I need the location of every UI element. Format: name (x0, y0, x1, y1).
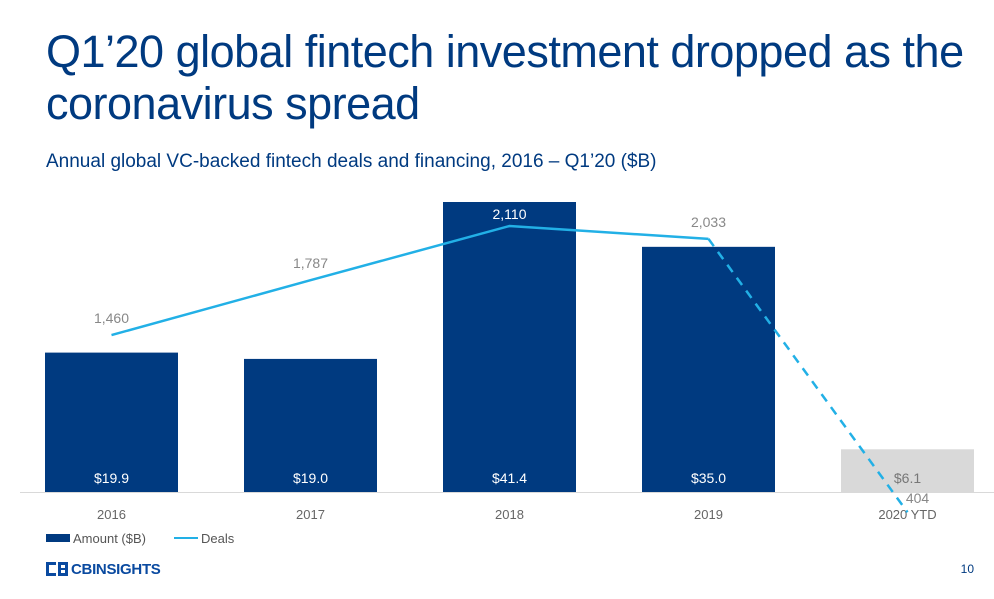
bar-value-label: $41.4 (492, 470, 527, 486)
chart-legend: Amount ($B) Deals (46, 529, 262, 547)
legend-bar-swatch (46, 534, 70, 542)
bar-value-label: $19.0 (293, 470, 328, 486)
deals-line-solid (111, 224, 709, 337)
bar-2016 (45, 352, 178, 492)
page-title: Q1’20 global fintech investment dropped … (46, 26, 964, 129)
cb-insights-logo-icon (46, 562, 68, 576)
legend-item-deals: Deals (173, 530, 235, 546)
bar-2019 (642, 246, 775, 492)
bar-2018 (443, 202, 576, 492)
legend-line-swatch (173, 537, 198, 539)
x-tick-label: 2019 (694, 507, 723, 520)
fintech-investment-chart: $19.9 2016 $19.0 2017 $41.4 2018 $35.0 2019 $6.1… (20, 202, 994, 520)
cb-insights-logo: CBINSIGHTS (46, 560, 161, 578)
legend-label-deals: Deals (200, 530, 235, 546)
x-tick-label: 2018 (495, 507, 524, 520)
bar-value-label: $6.1 (894, 470, 921, 486)
x-tick-label: 2020 YTD (878, 507, 936, 520)
deals-value-label: 1,787 (293, 255, 328, 271)
x-tick-label: 2017 (296, 507, 325, 520)
chart-subtitle: Annual global VC-backed fintech deals an… (46, 151, 657, 172)
x-tick-label: 2016 (97, 507, 126, 520)
logo-text: CBINSIGHTS (71, 560, 161, 578)
bar-value-label: $19.9 (94, 470, 129, 486)
deals-value-label: 404 (906, 490, 930, 506)
bar-2020-ytd (841, 449, 974, 492)
deals-line-projected (707, 238, 909, 513)
legend-label-amount: Amount ($B) (73, 530, 146, 546)
legend-item-amount: Amount ($B) (46, 531, 146, 546)
bar-2017 (244, 358, 377, 492)
deals-value-label: 2,033 (691, 214, 726, 230)
deals-value-label: 2,110 (493, 206, 527, 222)
page-number: 10 (960, 562, 974, 576)
bar-value-label: $35.0 (691, 470, 726, 486)
deals-value-label: 1,460 (94, 310, 129, 326)
